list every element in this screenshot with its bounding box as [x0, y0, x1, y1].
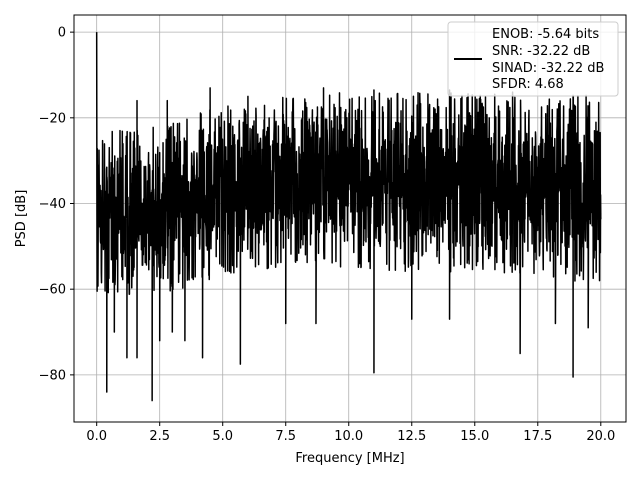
- x-tick-label: 10.0: [334, 429, 363, 444]
- legend-enob: ENOB: -5.64 bits: [492, 27, 599, 42]
- x-tick-label: 0.0: [86, 429, 107, 444]
- data-layer: [95, 32, 602, 402]
- legend: ENOB: -5.64 bits SNR: -32.22 dB SINAD: -…: [447, 21, 619, 97]
- axis-ticks: 0.0 2.5 5.0 7.5 10.0 12.5 15.0 17.5 20.0 0 −20 −40 −…: [39, 26, 616, 444]
- x-axis-label: Frequency [MHz]: [295, 451, 404, 466]
- x-tick-label: 2.5: [149, 429, 170, 444]
- y-tick-label: 0: [58, 26, 66, 41]
- y-tick-label: −40: [39, 197, 66, 212]
- x-tick-label: 5.0: [212, 429, 233, 444]
- x-tick-label: 17.5: [523, 429, 552, 444]
- psd-series-line: [95, 32, 602, 402]
- y-tick-label: −80: [39, 368, 66, 383]
- x-tick-label: 20.0: [586, 429, 615, 444]
- plot-frame: [73, 14, 627, 423]
- x-tick-label: 12.5: [397, 429, 426, 444]
- y-axis-label: PSD [dB]: [14, 190, 29, 248]
- y-tick-label: −20: [39, 111, 66, 126]
- legend-snr: SNR: -32.22 dB: [492, 44, 590, 59]
- legend-sinad: SINAD: -32.22 dB: [492, 61, 604, 76]
- legend-sfdr: SFDR: 4.68: [492, 77, 564, 92]
- legend-box: [447, 21, 619, 97]
- x-tick-label: 15.0: [460, 429, 489, 444]
- y-tick-label: −60: [39, 283, 66, 298]
- x-tick-label: 7.5: [275, 429, 296, 444]
